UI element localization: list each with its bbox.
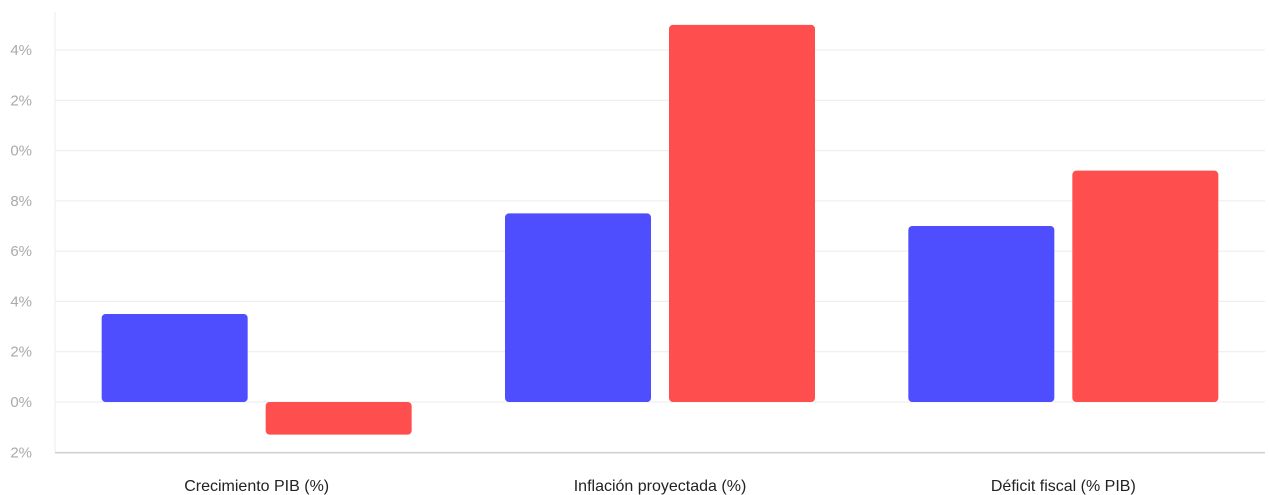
- x-axis-category-labels: Crecimiento PIB (%) Inflación proyectada …: [184, 478, 1136, 495]
- y-tick-label: 2%: [10, 92, 32, 109]
- y-tick-label: 4%: [10, 42, 32, 59]
- y-tick-label: 4%: [10, 293, 32, 310]
- bar-0-series-0: [101, 314, 248, 402]
- y-tick-label: 2%: [10, 344, 32, 361]
- y-tick-label: 8%: [10, 193, 32, 210]
- bar-2-series-0: [908, 226, 1055, 402]
- bars: [101, 24, 1219, 435]
- bar-0-series-1: [265, 402, 412, 435]
- bar-1-series-0: [505, 213, 651, 402]
- category-label: Déficit fiscal (% PIB): [991, 478, 1136, 495]
- y-tick-label: 0%: [10, 394, 32, 411]
- y-tick-label: 2%: [10, 444, 32, 461]
- category-label: Crecimiento PIB (%): [184, 478, 329, 495]
- bar-2-series-1: [1072, 170, 1219, 402]
- y-tick-label: 0%: [10, 143, 32, 160]
- y-axis-tick-labels: 2% 0% 2% 4% 6% 8% 0% 2% 4%: [10, 42, 32, 461]
- category-label: Inflación proyectada (%): [574, 478, 747, 495]
- y-tick-label: 6%: [10, 243, 32, 260]
- bar-1-series-1: [669, 24, 815, 402]
